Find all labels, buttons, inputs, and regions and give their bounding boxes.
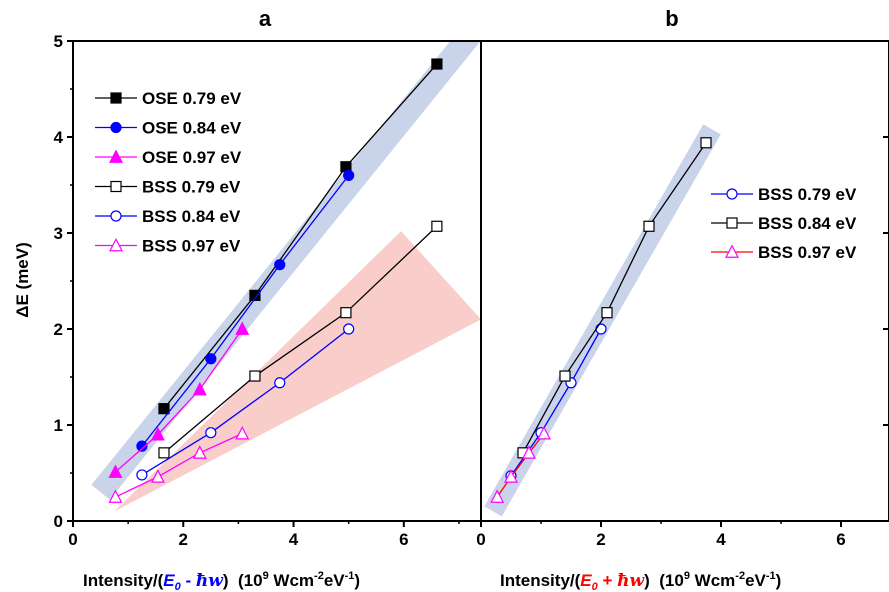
legend-marker [109, 149, 123, 163]
data-point-a-0-1 [249, 289, 261, 301]
data-point-a-1-1 [205, 353, 217, 365]
legend-marker [110, 180, 122, 193]
data-point-a-0-0 [158, 403, 170, 415]
legend-label: BSS 0.97 eV [142, 237, 241, 256]
data-point-a-2-3 [235, 321, 250, 335]
legend-item-b-0: BSS 0.79 eV [711, 185, 857, 204]
x-tick-label-b-0: 0 [476, 530, 485, 549]
data-point-a-4-0 [136, 469, 148, 481]
x-tick-label-b-4: 4 [716, 530, 726, 549]
x-tick-label-a-6: 6 [399, 530, 408, 549]
x-tick-label-a-2: 2 [179, 530, 188, 549]
legend-marker [726, 188, 738, 200]
legend-item-a-2: OSE 0.97 eV [95, 148, 242, 167]
data-point-a-5-1 [150, 469, 165, 483]
data-point-b-2-1 [504, 469, 518, 483]
y-tick-label-a-3: 3 [54, 224, 63, 243]
legend-label: BSS 0.84 eV [758, 214, 857, 233]
legend-label: OSE 0.84 eV [142, 119, 242, 138]
data-point-b-2-2 [522, 445, 536, 459]
legend-label: OSE 0.97 eV [142, 148, 242, 167]
data-point-a-2-1 [150, 427, 165, 441]
data-point-a-2-0 [108, 464, 123, 478]
x-tick-label-b-6: 6 [836, 530, 845, 549]
legend-marker [726, 217, 738, 229]
legend-item-b-2: BSS 0.97 eV [711, 243, 857, 262]
legend-item-a-4: BSS 0.84 eV [95, 207, 241, 226]
y-tick-label-a-2: 2 [54, 320, 63, 339]
legend-item-a-1: OSE 0.84 eV [95, 119, 242, 138]
data-point-a-4-2 [274, 377, 286, 389]
data-point-a-5-2 [192, 445, 207, 459]
data-point-b-0-3 [595, 323, 607, 335]
x-tick-label-b-2: 2 [596, 530, 605, 549]
x-axis-label-a: Intensity/(E0 - ħw) (109 Wcm-2eV-1) [83, 570, 360, 592]
data-point-b-1-4 [700, 137, 712, 149]
series-line-a-2 [115, 328, 243, 473]
data-point-a-2-2 [192, 381, 207, 396]
panel-a: 0 2 4 6 0 1 2 3 4 5 OSE 0.79 eV OSE 0.84 eV OSE 0.97… [54, 32, 482, 549]
legend-marker [109, 237, 123, 252]
legend-label: BSS 0.79 eV [758, 185, 857, 204]
plot-area-a [91, 41, 481, 512]
data-point-a-4-3 [343, 323, 355, 335]
legend-marker [110, 92, 122, 104]
series-line-a-1 [141, 175, 350, 447]
axes-frame-b [480, 40, 889, 522]
data-point-a-0-3 [431, 58, 443, 70]
legend-marker [725, 244, 739, 258]
legend-item-a-0: OSE 0.79 eV [95, 89, 242, 108]
data-point-b-2-3 [537, 426, 551, 440]
data-point-a-5-0 [108, 489, 123, 503]
legend-label: BSS 0.79 eV [142, 178, 241, 197]
panel-a-title: a [259, 6, 272, 31]
legend-label: OSE 0.79 eV [142, 89, 242, 108]
data-point-a-1-3 [343, 169, 355, 181]
series-line-a-5 [115, 433, 243, 498]
series-line-b-2 [496, 433, 545, 498]
y-tick-label-a-1: 1 [54, 416, 63, 435]
x-tick-label-a-4: 4 [289, 530, 299, 549]
series-line-a-3 [163, 225, 438, 454]
legend-label: BSS 0.97 eV [758, 243, 857, 262]
series-line-a-0 [163, 63, 438, 410]
legend-marker [110, 121, 122, 134]
legend-item-a-5: BSS 0.97 eV [95, 237, 241, 256]
data-point-a-3-1 [249, 370, 261, 382]
legend-label: BSS 0.84 eV [142, 207, 241, 226]
data-point-a-1-0 [136, 440, 148, 452]
y-tick-label-a-0: 0 [54, 512, 63, 531]
data-point-a-3-2 [340, 307, 352, 319]
plot-area-b [484, 124, 721, 517]
legend-item-b-1: BSS 0.84 eV [711, 214, 857, 233]
y-tick-label-a-4: 4 [54, 128, 64, 147]
panel-b: 0 2 4 6 BSS 0.79 eV BSS 0.84 eV BSS 0.97 eV [476, 40, 889, 549]
y-axis-label: ΔE (meV) [13, 242, 32, 318]
data-point-a-3-3 [431, 220, 443, 232]
data-point-a-1-2 [274, 259, 286, 271]
panel-b-title: b [665, 6, 678, 31]
data-point-b-2-0 [490, 489, 505, 503]
data-point-a-3-0 [158, 447, 170, 459]
data-point-b-1-2 [601, 307, 613, 319]
data-point-a-5-3 [235, 426, 250, 440]
data-point-b-1-3 [643, 220, 655, 232]
data-point-b-1-1 [559, 370, 571, 382]
x-tick-label-a-0: 0 [68, 530, 77, 549]
legend-marker [110, 210, 122, 222]
y-tick-label-a-5: 5 [54, 32, 63, 51]
highlight-wedge-1 [114, 231, 481, 512]
data-point-a-4-1 [205, 427, 217, 439]
legend-item-a-3: BSS 0.79 eV [95, 178, 241, 197]
series-line-a-4 [141, 328, 350, 476]
x-axis-label-b: Intensity/(E0 + ħw) (109 Wcm-2eV-1) [500, 570, 781, 592]
